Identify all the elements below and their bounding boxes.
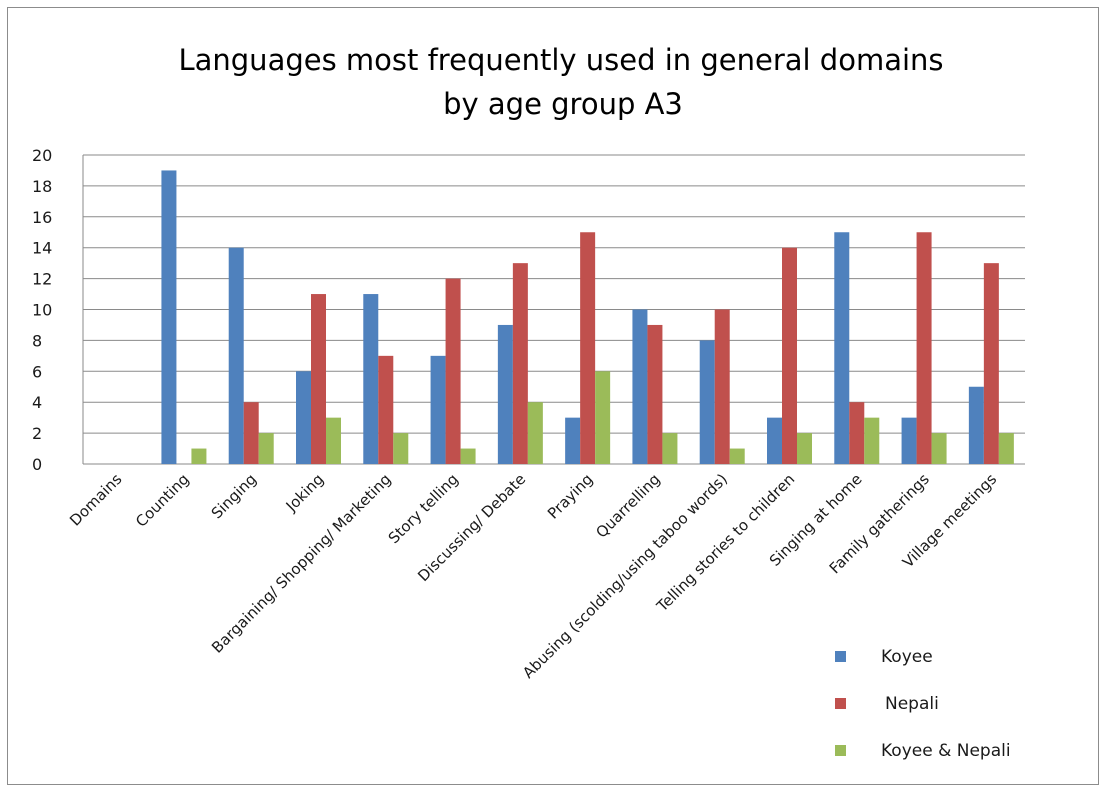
bar <box>311 294 326 464</box>
y-tick-label: 0 <box>32 455 42 474</box>
bar <box>834 232 850 464</box>
bar <box>527 402 543 464</box>
gridlines <box>82 154 1025 465</box>
bar <box>565 417 581 464</box>
x-category-label: Joking <box>282 470 328 516</box>
y-tick-label: 16 <box>32 208 52 227</box>
y-tick-label: 20 <box>32 146 52 165</box>
y-tick-label: 18 <box>32 177 52 196</box>
bar <box>849 402 865 464</box>
y-tick-label: 14 <box>32 239 52 258</box>
bar <box>782 247 797 464</box>
bar <box>191 448 207 464</box>
y-tick-label: 10 <box>32 301 52 320</box>
bar <box>968 386 984 464</box>
bar <box>931 433 947 464</box>
bar <box>662 433 678 464</box>
legend-swatch <box>835 698 846 709</box>
bar <box>512 263 528 464</box>
bar <box>595 371 611 464</box>
x-category-label: Quarrelling <box>592 470 663 541</box>
bar <box>363 294 379 464</box>
legend-label: Koyee <box>881 647 933 667</box>
bar <box>647 324 663 464</box>
bar <box>797 433 812 464</box>
y-axis-tick-labels: 0 2 4 6 8 10 12 14 16 18 20 <box>32 146 52 474</box>
x-category-label: Counting <box>132 470 193 531</box>
bar <box>258 433 274 464</box>
y-tick-label: 12 <box>32 270 52 289</box>
legend-swatch <box>835 745 846 756</box>
bar <box>378 355 394 464</box>
x-category-label: Praying <box>544 470 596 522</box>
bar <box>580 232 596 464</box>
bar <box>296 371 311 464</box>
bar <box>916 232 932 464</box>
bar <box>326 417 341 464</box>
bar <box>983 263 999 464</box>
y-tick-label: 6 <box>32 362 42 381</box>
x-axis-category-labels: Domains Counting Singing JokingBargaining/ … <box>66 470 1000 682</box>
bar <box>767 417 782 464</box>
legend-swatch <box>835 651 846 662</box>
y-tick-label: 4 <box>32 393 42 412</box>
chart-title-line-2: by age group A3 <box>443 87 683 121</box>
bar <box>161 170 177 464</box>
legend-label: Koyee & Nepali <box>881 741 1011 761</box>
bars <box>161 170 1014 464</box>
chart-title-line-1: Languages most frequently used in genera… <box>178 43 943 77</box>
bar <box>497 324 513 464</box>
bar <box>445 278 461 464</box>
bar <box>998 433 1014 464</box>
bar <box>901 417 917 464</box>
bar <box>714 309 730 464</box>
bar <box>243 402 259 464</box>
bar <box>460 448 476 464</box>
x-category-label: Telling stories to children <box>653 470 799 616</box>
bar <box>228 247 244 464</box>
legend-label: Nepali <box>885 694 939 714</box>
legend: Koyee Nepali Koyee & Nepali <box>835 647 1011 761</box>
bar <box>430 355 446 464</box>
x-category-label: Singing <box>208 470 260 522</box>
y-tick-label: 2 <box>32 424 42 443</box>
bar <box>729 448 745 464</box>
bar <box>393 433 409 464</box>
bar <box>864 417 880 464</box>
x-category-label: Domains <box>66 470 126 530</box>
bar <box>699 340 715 464</box>
y-tick-label: 8 <box>32 331 42 350</box>
bar <box>632 309 648 464</box>
